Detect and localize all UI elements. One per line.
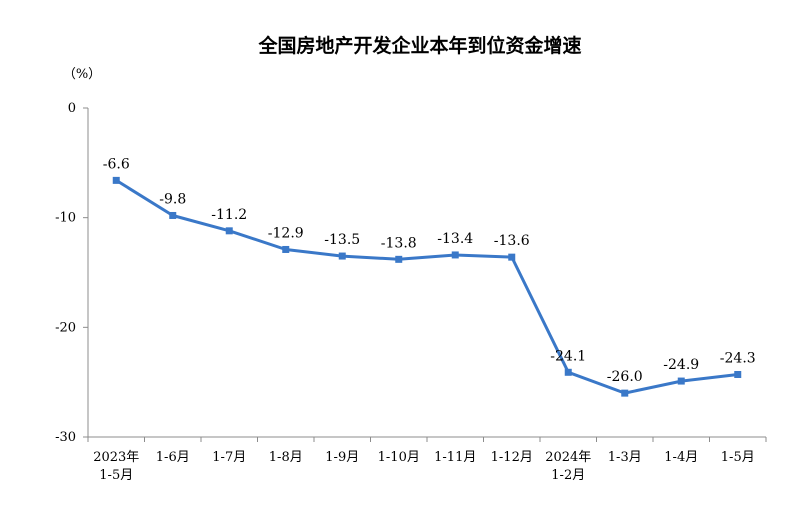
data-point-marker bbox=[564, 368, 572, 376]
data-label: -11.2 bbox=[211, 207, 247, 223]
data-point-marker bbox=[112, 176, 120, 184]
data-labels: -6.6 -9.8 -11.2 -12.9 -13.5 -13.8 -13.4 -13.6 -2… bbox=[103, 156, 756, 385]
data-label: -13.4 bbox=[437, 231, 473, 247]
data-label: -24.1 bbox=[550, 348, 586, 364]
y-axis-ticks: 0 -10 -20 -30 bbox=[55, 101, 88, 445]
data-label: -13.6 bbox=[494, 233, 530, 249]
data-point-marker bbox=[169, 211, 177, 219]
data-label: -24.3 bbox=[720, 350, 756, 366]
data-label: -12.9 bbox=[268, 225, 304, 241]
data-point-marker bbox=[395, 255, 403, 263]
data-point-marker bbox=[282, 245, 290, 253]
y-tick-label: -20 bbox=[55, 320, 76, 335]
y-axis-unit: （%） bbox=[63, 67, 101, 82]
x-tick-label: 1-5月 bbox=[721, 450, 755, 465]
x-tick-label: 1-8月 bbox=[269, 450, 303, 465]
data-label: -6.6 bbox=[103, 156, 130, 172]
axes bbox=[87, 108, 766, 438]
x-tick-label: 2023年 1-5月 bbox=[93, 450, 139, 483]
data-label: -13.8 bbox=[381, 235, 417, 251]
series-polyline bbox=[115, 179, 738, 395]
data-point-marker bbox=[508, 253, 516, 261]
x-tick-label: 1-4月 bbox=[664, 450, 698, 465]
x-tick-label: 1-3月 bbox=[608, 450, 642, 465]
data-point-marker bbox=[451, 251, 459, 259]
x-tick-label: 1-11月 bbox=[434, 450, 476, 465]
data-label: -24.9 bbox=[663, 357, 699, 373]
x-tick-label: 1-7月 bbox=[212, 450, 246, 465]
y-tick-label: -10 bbox=[55, 211, 76, 226]
data-point-marker bbox=[734, 370, 742, 378]
x-tick-label: 2024年 1-2月 bbox=[545, 450, 591, 483]
series-line bbox=[112, 176, 742, 397]
x-tick-label: 1-10月 bbox=[378, 450, 420, 465]
x-tick-label: 1-9月 bbox=[325, 450, 359, 465]
data-point-marker bbox=[338, 252, 346, 260]
y-tick-label: -30 bbox=[55, 430, 76, 445]
x-tick-label: 1-12月 bbox=[491, 450, 533, 465]
data-label: -26.0 bbox=[607, 369, 643, 385]
data-label: -9.8 bbox=[159, 191, 186, 207]
chart-title: 全国房地产开发企业本年到位资金增速 bbox=[257, 34, 581, 57]
data-label: -13.5 bbox=[324, 232, 360, 248]
x-axis-ticks: 2023年 1-5月 1-6月 1-7月 1-8月 1-9月 1-10月 1-11月 1-12月… bbox=[87, 437, 767, 483]
data-point-marker bbox=[677, 377, 685, 385]
x-tick-label: 1-6月 bbox=[156, 450, 190, 465]
data-point-marker bbox=[225, 227, 233, 235]
data-point-marker bbox=[621, 389, 629, 397]
y-tick-label: 0 bbox=[68, 101, 76, 116]
